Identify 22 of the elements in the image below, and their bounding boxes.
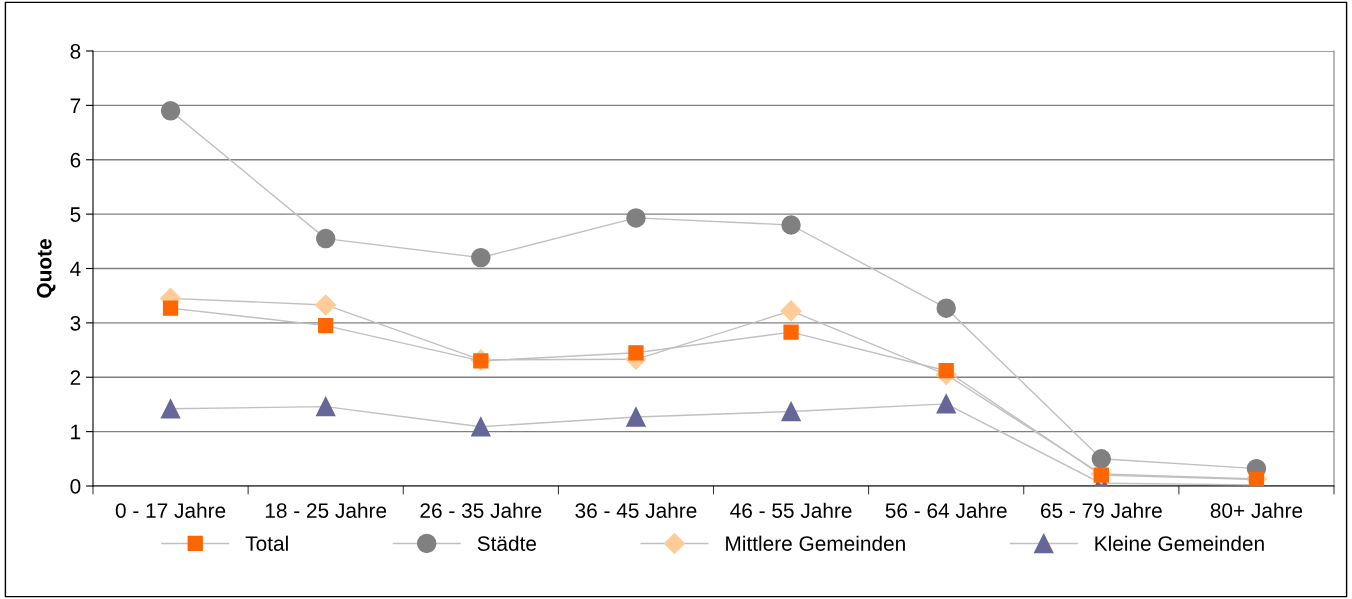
legend-label: Mittlere Gemeinden [726,535,905,551]
x-tick-label: 80+ Jahre [1210,502,1303,518]
x-tick-label: 36 - 45 Jahre [575,502,697,518]
x-tick-label: 46 - 55 Jahre [730,502,852,518]
y-tick-label: 6 [70,152,81,168]
y-tick-label: 7 [70,98,81,113]
x-tick-label: 65 - 79 Jahre [1041,502,1162,518]
legend-label: Kleine Gemeinden [1095,535,1264,551]
x-tick-label: 26 - 35 Jahre [420,502,542,518]
legend-label: Total [245,535,288,551]
y-tick-label: 2 [70,370,81,385]
y-tick-label: 1 [71,424,81,440]
legend-label: Städte [477,535,537,551]
x-tick-label: 18 - 25 Jahre [265,502,387,518]
y-tick-label: 8 [70,44,81,59]
y-tick-label: 4 [70,261,81,277]
x-tick-label: 56 - 64 Jahre [885,502,1007,518]
y-axis-title: Quote [36,239,56,298]
y-tick-label: 3 [70,315,81,331]
y-tick-label: 5 [70,207,81,222]
x-tick-label: 0 - 17 Jahre [115,502,226,518]
y-tick-label: 0 [70,479,81,494]
